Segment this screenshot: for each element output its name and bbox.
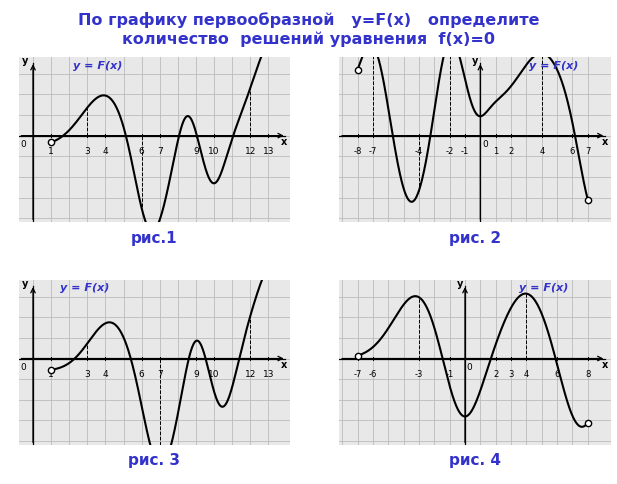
Text: 4: 4 — [524, 369, 529, 378]
Text: 3: 3 — [85, 369, 90, 378]
Text: 9: 9 — [193, 147, 199, 156]
Text: -2: -2 — [445, 147, 453, 156]
Text: 6: 6 — [139, 369, 144, 378]
Text: 7: 7 — [585, 147, 590, 156]
Text: x: x — [281, 359, 288, 369]
Text: 13: 13 — [263, 147, 274, 156]
Text: y: y — [22, 279, 28, 288]
Text: 2: 2 — [508, 147, 514, 156]
Text: 1: 1 — [48, 369, 54, 378]
Text: -3: -3 — [415, 369, 423, 378]
Text: 1: 1 — [493, 147, 499, 156]
Text: -8: -8 — [354, 147, 362, 156]
Text: 10: 10 — [209, 147, 220, 156]
Text: x: x — [281, 136, 288, 147]
Text: x: x — [602, 359, 608, 369]
Text: 13: 13 — [263, 369, 274, 378]
Text: 0: 0 — [466, 362, 472, 371]
Text: -7: -7 — [369, 147, 377, 156]
Text: 9: 9 — [193, 369, 199, 378]
Text: 3: 3 — [85, 147, 90, 156]
Text: 8: 8 — [585, 369, 590, 378]
Text: По графику первообразной   y=F(x)   определите: По графику первообразной y=F(x) определи… — [78, 12, 539, 28]
Text: 4: 4 — [539, 147, 544, 156]
Text: y = F(x): y = F(x) — [529, 60, 579, 70]
Text: 7: 7 — [157, 369, 163, 378]
Text: 12: 12 — [245, 369, 256, 378]
Text: 2: 2 — [493, 369, 499, 378]
Text: 4: 4 — [102, 147, 108, 156]
Text: 1: 1 — [48, 147, 54, 156]
Text: 6: 6 — [555, 369, 560, 378]
Text: рис.1: рис.1 — [131, 230, 178, 245]
Text: 0: 0 — [20, 140, 26, 149]
Text: 0: 0 — [20, 362, 26, 371]
Text: количество  решений уравнения  f(x)=0: количество решений уравнения f(x)=0 — [122, 31, 495, 47]
Text: 6: 6 — [569, 147, 575, 156]
Text: 10: 10 — [209, 369, 220, 378]
Text: 12: 12 — [245, 147, 256, 156]
Text: -1: -1 — [461, 147, 469, 156]
Text: рис. 2: рис. 2 — [449, 230, 501, 245]
Text: 7: 7 — [157, 147, 163, 156]
Text: -7: -7 — [354, 369, 362, 378]
Text: -1: -1 — [445, 369, 453, 378]
Text: 3: 3 — [508, 369, 514, 378]
Text: 4: 4 — [102, 369, 108, 378]
Text: рис. 4: рис. 4 — [449, 453, 501, 468]
Text: y: y — [472, 56, 478, 66]
Text: рис. 3: рис. 3 — [128, 453, 180, 468]
Text: y: y — [457, 279, 463, 288]
Text: -6: -6 — [369, 369, 377, 378]
Text: x: x — [602, 136, 608, 147]
Text: y = F(x): y = F(x) — [73, 60, 122, 70]
Text: -4: -4 — [415, 147, 423, 156]
Text: y = F(x): y = F(x) — [519, 283, 568, 293]
Text: 6: 6 — [139, 147, 144, 156]
Text: 0: 0 — [482, 140, 487, 149]
Text: y: y — [22, 56, 28, 66]
Text: y = F(x): y = F(x) — [60, 283, 110, 293]
